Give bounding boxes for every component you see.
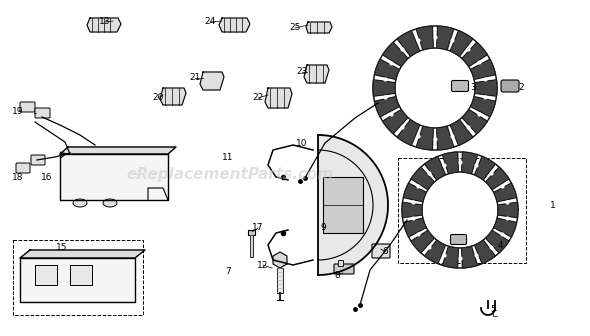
Polygon shape — [494, 218, 517, 237]
Polygon shape — [494, 183, 517, 202]
Text: 25: 25 — [289, 24, 301, 33]
Bar — [13, 240, 143, 315]
Text: 24: 24 — [204, 17, 215, 27]
Ellipse shape — [73, 199, 87, 207]
FancyBboxPatch shape — [501, 80, 519, 92]
Polygon shape — [461, 246, 477, 268]
Text: 3: 3 — [470, 84, 476, 92]
Bar — [277, 268, 283, 293]
Polygon shape — [219, 18, 250, 32]
Polygon shape — [397, 31, 419, 56]
Bar — [338, 260, 343, 266]
Bar — [398, 158, 526, 263]
Text: 9: 9 — [320, 223, 326, 233]
FancyBboxPatch shape — [31, 155, 45, 165]
Polygon shape — [265, 88, 292, 108]
Polygon shape — [306, 22, 332, 33]
Bar — [323, 177, 363, 233]
Text: 16: 16 — [41, 173, 53, 182]
FancyBboxPatch shape — [16, 163, 30, 173]
Text: eReplacementParts.com: eReplacementParts.com — [126, 168, 333, 182]
FancyBboxPatch shape — [35, 108, 50, 118]
Text: 11: 11 — [222, 153, 234, 162]
Text: 7: 7 — [225, 267, 231, 277]
Polygon shape — [383, 110, 408, 134]
Polygon shape — [373, 80, 395, 96]
Polygon shape — [304, 65, 329, 83]
Polygon shape — [450, 120, 473, 145]
Polygon shape — [318, 135, 388, 275]
Bar — [70, 265, 92, 285]
Polygon shape — [60, 154, 168, 200]
Polygon shape — [425, 240, 445, 264]
Text: 1: 1 — [550, 201, 556, 210]
Text: 23: 23 — [296, 68, 308, 77]
Text: 10: 10 — [296, 138, 308, 148]
Polygon shape — [87, 18, 121, 32]
Polygon shape — [411, 167, 434, 190]
Text: 15: 15 — [56, 243, 68, 252]
Polygon shape — [462, 42, 487, 67]
Text: 5: 5 — [490, 305, 496, 314]
Polygon shape — [411, 230, 434, 253]
Polygon shape — [474, 80, 497, 96]
Polygon shape — [474, 240, 496, 264]
Polygon shape — [470, 96, 496, 117]
Polygon shape — [442, 152, 458, 174]
Text: 2: 2 — [518, 84, 524, 92]
Bar — [35, 265, 57, 285]
FancyBboxPatch shape — [451, 81, 468, 91]
Polygon shape — [498, 202, 518, 218]
Polygon shape — [273, 252, 287, 268]
Polygon shape — [60, 147, 176, 154]
Text: 19: 19 — [12, 108, 24, 117]
Text: 18: 18 — [12, 173, 24, 182]
FancyBboxPatch shape — [20, 102, 35, 112]
Polygon shape — [462, 110, 487, 134]
Polygon shape — [404, 218, 427, 237]
Polygon shape — [437, 126, 454, 150]
Text: 21: 21 — [189, 74, 201, 83]
Text: 22: 22 — [253, 93, 264, 102]
Ellipse shape — [103, 199, 117, 207]
Polygon shape — [200, 72, 224, 90]
Polygon shape — [402, 202, 422, 218]
Polygon shape — [486, 167, 509, 190]
Polygon shape — [437, 26, 454, 50]
Polygon shape — [417, 26, 433, 50]
Text: 17: 17 — [253, 223, 264, 233]
Polygon shape — [425, 156, 445, 180]
FancyBboxPatch shape — [372, 244, 390, 258]
Polygon shape — [442, 246, 458, 268]
FancyBboxPatch shape — [451, 235, 467, 245]
Polygon shape — [375, 59, 399, 79]
Polygon shape — [450, 31, 473, 56]
Polygon shape — [20, 258, 135, 302]
Polygon shape — [160, 88, 186, 105]
Text: 20: 20 — [152, 93, 163, 102]
Polygon shape — [404, 183, 427, 202]
Text: 6: 6 — [382, 248, 388, 256]
Text: 12: 12 — [257, 260, 268, 269]
Polygon shape — [20, 250, 145, 258]
Bar — [250, 235, 253, 257]
Polygon shape — [486, 230, 509, 253]
Polygon shape — [417, 126, 433, 150]
Polygon shape — [397, 120, 419, 145]
Polygon shape — [474, 156, 496, 180]
Polygon shape — [383, 42, 408, 67]
Text: 4: 4 — [497, 241, 503, 250]
Polygon shape — [461, 152, 477, 174]
Polygon shape — [470, 59, 496, 79]
Polygon shape — [375, 96, 399, 117]
FancyBboxPatch shape — [334, 264, 354, 274]
Text: 8: 8 — [334, 270, 340, 280]
Text: 13: 13 — [99, 17, 111, 27]
FancyBboxPatch shape — [248, 230, 255, 235]
